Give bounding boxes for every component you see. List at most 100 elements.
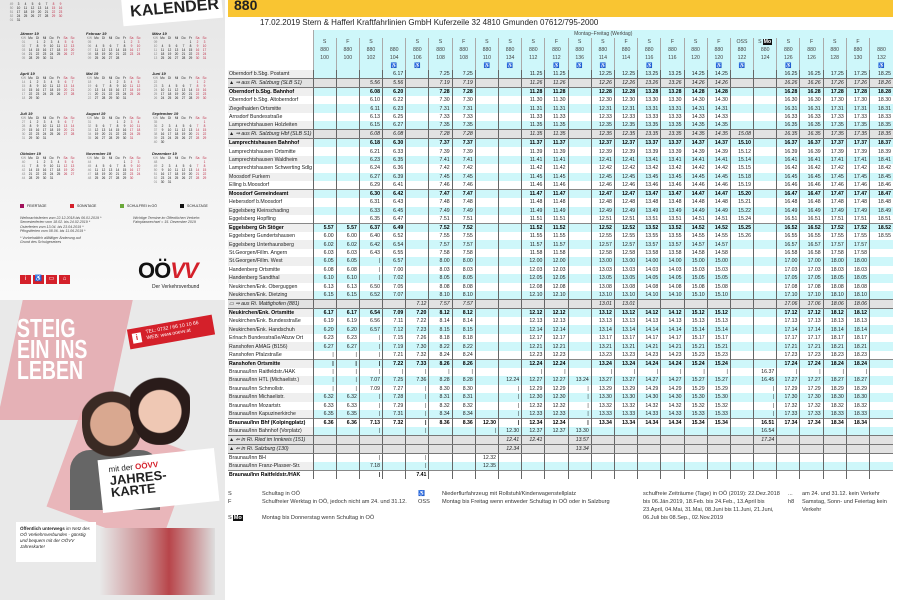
departure-time: | [660, 367, 684, 377]
departure-time: 16.42 [799, 164, 824, 173]
departure-time: 15.21 [706, 342, 731, 351]
departure-time: 13.26 [637, 78, 661, 88]
departure-time: 6.03 [335, 248, 360, 258]
departure-time [729, 308, 754, 317]
stop-row: Braunau/Inn Raitfeldstr./HAK | | | | | | | | | | | |… [228, 367, 893, 377]
weekday: Di [35, 36, 39, 40]
departure-time [729, 265, 754, 275]
color-swatch [180, 204, 184, 208]
departure-time [753, 342, 777, 351]
departure-time: 12.25 [613, 70, 638, 79]
departure-time: | [497, 393, 522, 402]
departure-time [382, 453, 406, 462]
departure-time: 12.52 [590, 222, 615, 232]
calendar-day: 8 [196, 84, 199, 88]
calendar-day: 12 [136, 84, 141, 88]
departure-time [683, 426, 708, 436]
departure-time: 8.18 [451, 333, 476, 343]
departure-time: 14.46 [706, 181, 731, 190]
calendar-day: 5 [64, 40, 67, 44]
calendar-day: 15 [28, 88, 33, 92]
weekday: Fr [188, 36, 192, 40]
stop-row: Neukirchen/Enk. Ortsmitte 6.17 6.17 6.54 7.0… [228, 308, 893, 317]
departure-time: 17.14 [799, 325, 824, 334]
departure-time: 12.08 [544, 282, 569, 291]
calendar-day: 13 [70, 164, 75, 168]
calendar-month: Dezember 19 KW Mo Di Mi Do Fr Sa So 48 1 49 2 3 4 5 6 7 8 5… [152, 152, 212, 185]
legend-item: S Mo Montag bis Donnerstag wenn Schultag i… [228, 514, 412, 522]
calendar-day: 8 [36, 164, 39, 168]
weekday: Mi [108, 76, 113, 80]
stop-row: Braunau/Inn BH | | 12.32 [228, 453, 893, 462]
calendar-day: 20 [188, 172, 193, 176]
day-type-header: Montag–Freitag (Werktag) [312, 30, 893, 38]
departure-time: 17.25 [822, 70, 847, 79]
departure-time [822, 434, 847, 445]
departure-time: 8.03 [451, 265, 476, 275]
departure-time [753, 333, 777, 343]
trip-number: 126 [776, 54, 800, 62]
departure-time: 16.33 [799, 112, 824, 122]
departure-time: 6.36 [382, 164, 406, 173]
calendar-day: 28 [115, 176, 120, 180]
calendar-day [173, 180, 180, 184]
departure-time: 15.15 [729, 164, 754, 173]
calendar-day: 1 [109, 80, 112, 84]
calendar-day: 21 [195, 172, 200, 176]
calendar-day: 36 [153, 124, 158, 128]
departure-time: 12.17 [521, 333, 545, 343]
calendar-day: 19 [87, 84, 92, 88]
transfer-row: ▲ ⇒ aus Ri. Salzburg Hbf (SLB S1) 6.08 6.0… [228, 129, 893, 140]
departure-time: 15.08 [706, 282, 731, 291]
wheelchair-icon: ♿ [567, 62, 592, 70]
departure-time: 17.37 [822, 138, 847, 148]
calendar-day: 23 [202, 92, 207, 96]
departure-time: 14.32 [637, 401, 661, 410]
calendar-day: 11 [153, 48, 158, 52]
stop-label: Lamprechtshausen Bahnhof [229, 140, 300, 147]
calendar-day: 4 [50, 80, 53, 84]
departure-time: 14.55 [706, 231, 731, 241]
calendar-day: 8 [203, 124, 206, 128]
departure-time: 11.33 [521, 112, 545, 122]
calendar-week: 12 18 19 20 21 22 23 24 [152, 52, 212, 56]
departure-time: 12.30 [521, 393, 545, 402]
important-dates-text: Fahrplanwechsel = 15. Dezember 2019 [133, 220, 196, 225]
departure-time: 17.55 [822, 231, 847, 241]
calendar-day: 15 [21, 84, 26, 88]
calendar-day: 31 [49, 56, 54, 60]
departure-time [497, 248, 522, 258]
departure-time: 15.05 [683, 274, 708, 283]
weekday-header: KW Mo Di Mi Do Fr Sa So [152, 36, 212, 40]
departure-time [312, 214, 337, 224]
calendar-day: 18 [49, 88, 54, 92]
departure-time: | [613, 367, 638, 377]
departure-time [729, 443, 754, 454]
calendar-day: 14 [188, 88, 193, 92]
departure-time [567, 198, 592, 207]
departure-time: 13.30 [590, 393, 615, 402]
calendar-day: 19 [63, 48, 68, 52]
calendar-day: 20 [94, 92, 99, 96]
calendar-day: 23 [129, 52, 134, 56]
color-swatch [120, 204, 124, 208]
departure-time: 16.46 [799, 181, 824, 190]
calendar-day: 19 [63, 168, 68, 172]
calendar-day: 14 [28, 168, 33, 172]
departure-time: 5.57 [312, 222, 337, 232]
calendar-day: 7 [29, 164, 32, 168]
calendar-day: 37 [153, 128, 158, 132]
oevv-logo: OÖVV [138, 258, 199, 283]
departure-time: 12.49 [590, 206, 615, 215]
stop-row: Lamprechtshausen Ortsmitte 6.21 6.33 7.39 7.… [228, 147, 893, 156]
month-name: November 19 [86, 151, 112, 156]
departure-time: 12.08 [521, 282, 545, 291]
departure-time: 13.39 [637, 147, 661, 156]
departure-time: 15.00 [706, 257, 731, 266]
headline-line: STEIG [17, 313, 76, 343]
departure-time [474, 333, 499, 343]
calendar-day: 25 [174, 176, 179, 180]
trip-line: 880 [590, 46, 615, 54]
departure-time [729, 461, 754, 471]
departure-time [567, 129, 592, 140]
